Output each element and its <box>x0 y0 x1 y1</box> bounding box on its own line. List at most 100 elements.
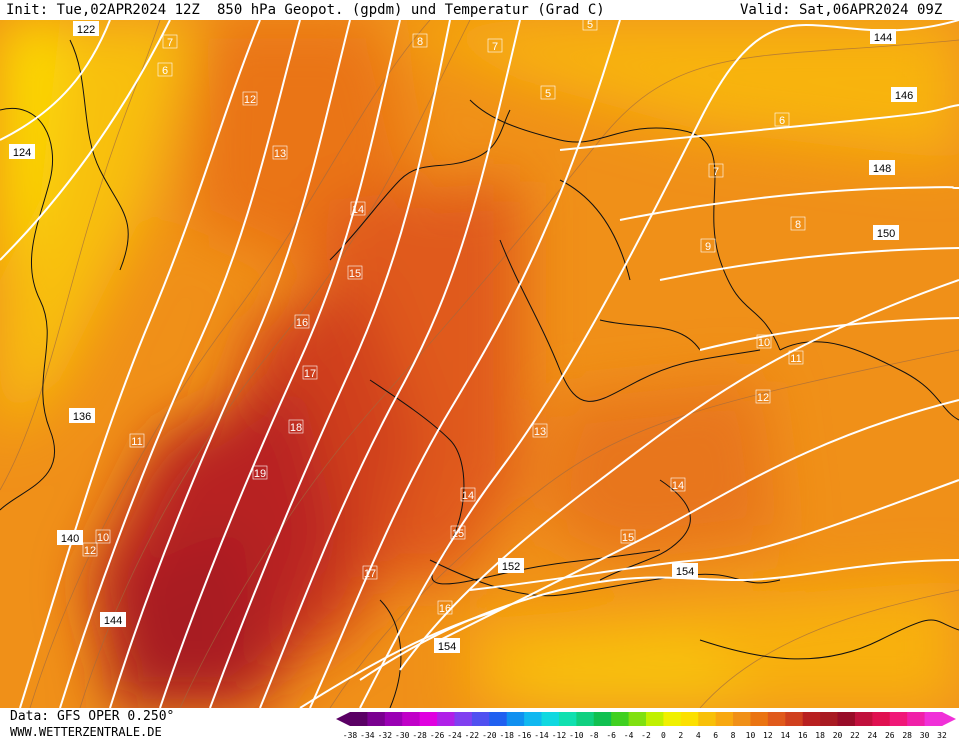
isotherm-number: 6 <box>162 65 168 77</box>
geopotential-contours <box>0 20 959 708</box>
legend-swatch <box>750 712 769 726</box>
legend-tick-label: 18 <box>815 731 825 740</box>
isotherm-number: 17 <box>304 368 316 380</box>
geopotential-label: 136 <box>73 411 91 423</box>
geopotential-label: 150 <box>877 228 895 240</box>
legend-tick-label: -18 <box>499 731 514 740</box>
legend-swatch <box>471 712 490 726</box>
legend-tick-label: -10 <box>569 731 584 740</box>
legend-swatch <box>767 712 786 726</box>
legend-right-arrow <box>942 712 956 726</box>
contour-labels: 122 124 136 140 144 144 146 148 150 152 … <box>9 21 917 653</box>
legend-swatch <box>437 712 455 726</box>
legend-tick-label: 14 <box>780 731 790 740</box>
isotherm-number: 6 <box>779 115 785 127</box>
isotherm-number: 12 <box>84 545 96 557</box>
temperature-field <box>0 20 959 708</box>
legend-swatch <box>785 712 804 726</box>
geopotential-label: 154 <box>676 566 694 578</box>
legend-swatch <box>820 712 839 726</box>
data-source: Data: GFS OPER 0.250° <box>10 709 175 724</box>
legend-tick-label: -16 <box>517 731 532 740</box>
isotherm-number: 10 <box>97 532 109 544</box>
legend-swatch <box>802 712 821 726</box>
legend-swatch <box>611 712 630 726</box>
legend-tick-label: 22 <box>850 731 860 740</box>
legend-tick-label: -4 <box>624 731 634 740</box>
legend-tick-label: -26 <box>430 731 445 740</box>
isotherm-number: 15 <box>452 528 464 540</box>
isotherm-number: 9 <box>705 241 711 253</box>
valid-time: Valid: Sat,06APR2024 09Z <box>740 2 943 18</box>
legend-tick-label: -6 <box>606 731 616 740</box>
geopotential-label: 144 <box>874 32 892 44</box>
isotherm-number: 5 <box>587 20 593 31</box>
forecast-map: 122 124 136 140 144 144 146 148 150 152 … <box>0 20 959 708</box>
isotherm-number: 12 <box>757 392 769 404</box>
legend-tick-label: 10 <box>746 731 756 740</box>
geopotential-label: 152 <box>502 561 520 573</box>
isotherm-number: 16 <box>296 317 308 329</box>
legend-tick-label: -12 <box>552 731 567 740</box>
geopotential-label: 154 <box>438 641 456 653</box>
website: WWW.WETTERZENTRALE.DE <box>10 725 162 739</box>
legend-swatch <box>907 712 926 726</box>
isotherm-number: 5 <box>545 88 551 100</box>
isotherm-number: 17 <box>364 568 376 580</box>
isotherm-number: 10 <box>758 337 770 349</box>
temperature-legend: -38 -34 -32 -30 -28 -26 -24 -22 -20 -18 -16 -14 -12-… <box>336 712 956 740</box>
legend-tick-label: -38 <box>343 731 358 740</box>
legend-tick-label: 8 <box>731 731 736 740</box>
legend-swatch <box>872 712 891 726</box>
legend-swatch <box>924 712 943 726</box>
legend-swatch <box>698 712 717 726</box>
isotherm-number: 7 <box>713 166 719 178</box>
geopotential-label: 140 <box>61 533 79 545</box>
geopotential-label: 148 <box>873 163 891 175</box>
isotherm-number: 14 <box>462 490 474 502</box>
legend-swatch <box>367 712 386 726</box>
legend-tick-label: 16 <box>798 731 808 740</box>
legend-tick-label: -2 <box>641 731 651 740</box>
legend-left-arrow <box>336 712 350 726</box>
legend-tick-label: -20 <box>482 731 497 740</box>
isotherm-number: 13 <box>274 148 286 160</box>
map-title: 850 hPa Geopot. (gpdm) und Temperatur (G… <box>217 2 605 18</box>
geopotential-label: 146 <box>895 90 913 102</box>
legend-swatch <box>558 712 577 726</box>
legend-swatch <box>541 712 560 726</box>
isotherm-number: 14 <box>672 480 684 492</box>
geopotential-label: 122 <box>77 24 95 36</box>
legend-swatch <box>715 712 734 726</box>
isotherm-number: 8 <box>417 36 423 48</box>
legend-swatch <box>576 712 595 726</box>
geopotential-label: 124 <box>13 147 31 159</box>
legend-swatch <box>837 712 856 726</box>
legend-tick-label: -14 <box>534 731 549 740</box>
legend-tick-label: 0 <box>661 731 666 740</box>
legend-swatch <box>454 712 473 726</box>
legend-swatch <box>854 712 873 726</box>
legend-tick-label: -28 <box>412 731 427 740</box>
legend-tick-label: 28 <box>902 731 912 740</box>
legend-tick-label: -32 <box>378 731 393 740</box>
isotherm-number: 15 <box>622 532 634 544</box>
legend-swatch <box>524 712 543 726</box>
legend-swatch <box>384 712 403 726</box>
isotherm-number: 11 <box>131 436 142 448</box>
geopotential-label: 144 <box>104 615 122 627</box>
legend-tick-label: -34 <box>360 731 375 740</box>
legend-swatch <box>593 712 612 726</box>
legend-tick-label: 24 <box>868 731 878 740</box>
legend-tick-label: 20 <box>833 731 843 740</box>
isotherm-number: 13 <box>534 426 546 438</box>
legend-tick-label: -24 <box>447 731 462 740</box>
isotherm-numbers: 768 7512131415161718191110121415161713141… <box>82 20 806 615</box>
legend-swatch <box>350 712 368 726</box>
legend-tick-label: 30 <box>920 731 930 740</box>
isotherm-number: 7 <box>167 37 173 49</box>
legend-swatch <box>506 712 525 726</box>
legend-swatch <box>680 712 699 726</box>
legend-tick-label: 2 <box>678 731 683 740</box>
legend-swatch <box>489 712 508 726</box>
